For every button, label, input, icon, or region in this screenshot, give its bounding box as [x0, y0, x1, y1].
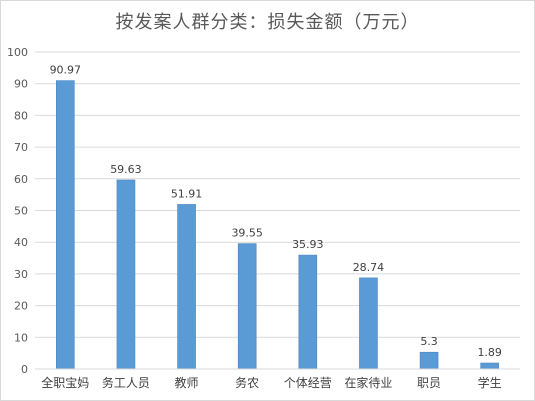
bars — [56, 80, 499, 370]
bar-value-label: 59.63 — [110, 163, 142, 176]
bar-value-label: 28.74 — [353, 261, 385, 274]
bar-value-label: 90.97 — [50, 64, 82, 77]
y-tick-label: 40 — [14, 236, 28, 249]
y-tick-label: 30 — [14, 268, 28, 281]
bar — [177, 204, 196, 370]
category-label: 全职宝妈 — [41, 375, 89, 390]
chart-title: 按发案人群分类：损失金额（万元） — [115, 12, 420, 33]
data-labels: 90.97 59.63 51.91 39.55 35.93 28.74 5.3 1.89 — [50, 64, 502, 359]
category-label: 学生 — [478, 375, 502, 390]
y-tick-label: 70 — [14, 141, 28, 154]
y-tick-label: 60 — [14, 173, 28, 186]
y-tick-label: 50 — [14, 205, 28, 218]
category-label: 务工人员 — [102, 375, 150, 390]
bar — [359, 277, 378, 370]
gridlines — [35, 51, 520, 338]
category-label: 教师 — [175, 375, 199, 390]
y-tick-label: 90 — [14, 78, 28, 91]
category-label: 个体经营 — [284, 376, 332, 390]
bar — [419, 351, 439, 370]
y-tick-label: 10 — [14, 331, 28, 344]
bar — [237, 243, 257, 370]
category-label: 务农 — [235, 375, 259, 390]
bar-value-label: 35.93 — [292, 238, 324, 251]
category-label: 在家待业 — [344, 375, 392, 390]
bar — [298, 254, 318, 370]
bar-value-label: 5.3 — [420, 335, 438, 348]
y-axis-ticks: 0 10 20 30 40 50 60 70 80 90 100 — [7, 46, 28, 376]
bar — [56, 80, 75, 370]
bar-value-label: 39.55 — [231, 227, 263, 240]
bar-value-label: 51.91 — [171, 187, 203, 200]
y-tick-label: 80 — [14, 109, 28, 122]
x-axis-categories: 全职宝妈 务工人员 教师 务农 个体经营 在家待业 职员 学生 — [41, 375, 501, 390]
y-tick-label: 100 — [7, 46, 28, 59]
y-tick-label: 0 — [21, 363, 28, 376]
bar — [116, 179, 136, 370]
category-label: 职员 — [417, 376, 441, 390]
bar — [480, 362, 499, 370]
y-tick-label: 20 — [14, 300, 28, 313]
bar-value-label: 1.89 — [477, 346, 502, 359]
